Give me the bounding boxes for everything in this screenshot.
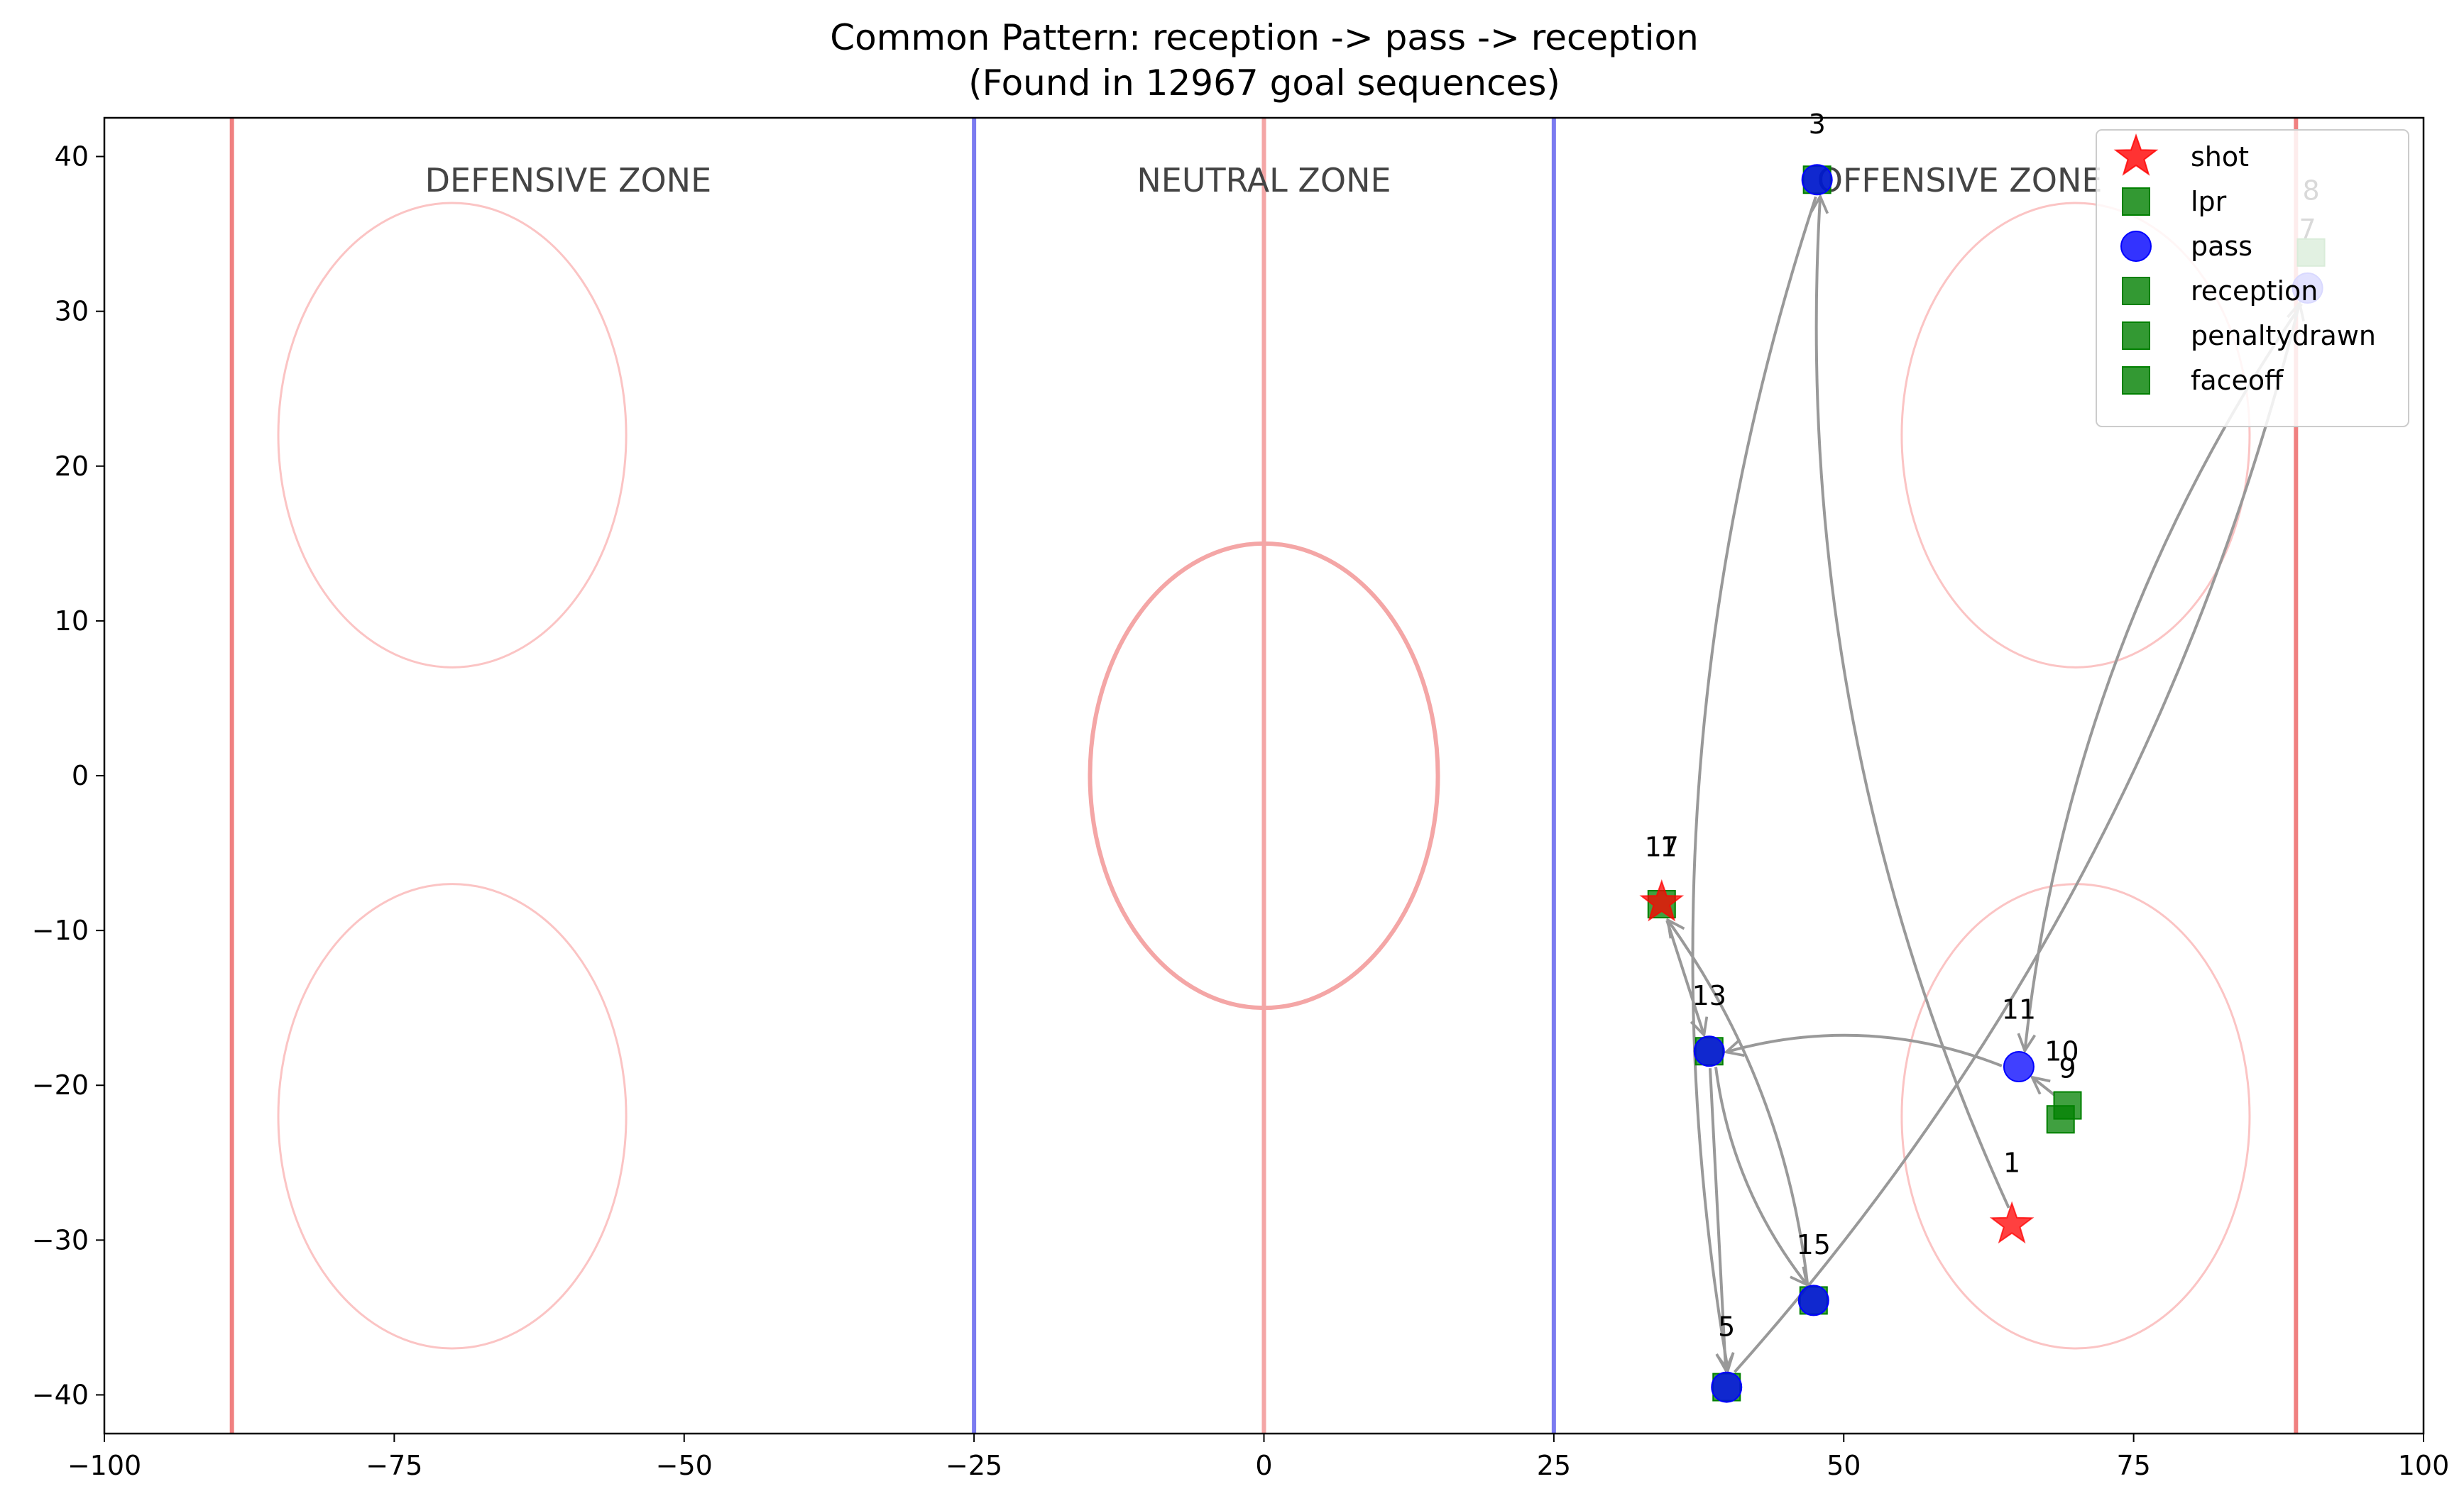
legend-box	[2096, 129, 2409, 427]
chart-title: Common Pattern: reception -> pass -> rec…	[830, 17, 1699, 58]
sequence-number-label: 1	[2003, 1147, 2020, 1178]
legend-label: faceoff	[2191, 365, 2284, 396]
center-circle	[1088, 541, 1440, 1011]
legend-label: penaltydrawn	[2191, 320, 2376, 351]
y-tick-label: 10	[55, 605, 89, 637]
legend-marker-penaltydrawn	[2122, 321, 2150, 350]
y-tick-label: −10	[32, 915, 89, 946]
event-point-shot	[1639, 879, 1685, 922]
faceoff-circle	[277, 883, 628, 1350]
event-point-shot	[1989, 1201, 2035, 1244]
legend-marker-faceoff	[2122, 366, 2150, 395]
sequence-number-label: 10	[2044, 1035, 2079, 1067]
x-tick-label: −50	[656, 1450, 713, 1481]
event-point-pass	[1801, 164, 1833, 196]
x-tick-label: 25	[1537, 1450, 1571, 1481]
y-tick-label: 20	[55, 451, 89, 482]
sequence-number-label: 15	[1797, 1229, 1831, 1260]
faceoff-circle	[1900, 202, 2251, 669]
sequence-number-label: 3	[1809, 109, 1826, 140]
legend-marker-reception	[2122, 277, 2150, 305]
zone-labels: DEFENSIVE ZONE NEUTRAL ZONE OFFENSIVE ZONE	[425, 161, 2103, 199]
x-tick-label: 50	[1827, 1450, 1861, 1481]
sequence-number-label: 17	[1645, 831, 1679, 862]
event-point-faceoff	[2046, 1105, 2075, 1134]
y-tick-label: −30	[32, 1224, 89, 1255]
legend-label: pass	[2191, 231, 2252, 262]
legend-marker-pass	[2120, 231, 2152, 262]
sequence-arrow	[1817, 197, 2010, 1209]
y-tick-label: −20	[32, 1070, 89, 1101]
x-tick-label: −75	[366, 1450, 422, 1481]
y-tick-label: 0	[72, 760, 89, 791]
sequence-arrow	[1691, 196, 1817, 1370]
event-point-pass	[2003, 1051, 2035, 1083]
legend-label: shot	[2191, 141, 2249, 172]
sequence-arrow	[1665, 920, 1704, 1035]
sequence-number-label: 11	[2002, 994, 2036, 1025]
y-tick-label: 40	[55, 141, 89, 172]
legend-label: lpr	[2191, 186, 2227, 217]
y-tick-label: −40	[32, 1379, 89, 1410]
legend-label: reception	[2191, 275, 2318, 307]
sequence-arrow	[2032, 1077, 2055, 1096]
sequence-number-label: 5	[1718, 1312, 1735, 1343]
sequence-arrow	[1668, 920, 1809, 1285]
x-tick-label: −100	[67, 1450, 141, 1481]
y-tick-label: 30	[55, 296, 89, 327]
sequence-arrow	[1734, 303, 2300, 1373]
sequence-arrow	[1726, 1033, 2003, 1067]
event-point-pass	[1797, 1285, 1829, 1316]
sequence-arrow	[1709, 1068, 1726, 1370]
chart-subtitle: (Found in 12967 goal sequences)	[968, 62, 1560, 104]
zone-label: OFFENSIVE ZONE	[1817, 161, 2103, 199]
legend-marker-shot	[2113, 133, 2159, 176]
faceoff-circle	[277, 202, 628, 669]
sequence-arrows	[1665, 196, 2301, 1373]
sequence-number-label: 9	[2059, 1052, 2076, 1084]
axis-ticks: −100 −75 −50 −25 0 25 50 75 100−40−30−20−1001020…	[32, 141, 2449, 1481]
rink-layer	[229, 118, 2299, 1434]
x-tick-label: 0	[1255, 1450, 1272, 1481]
zone-label: DEFENSIVE ZONE	[425, 161, 712, 199]
event-point-pass	[1711, 1371, 1743, 1403]
sequence-arrow	[1714, 1067, 1807, 1285]
event-point-pass	[1693, 1035, 1725, 1067]
legend-marker-lpr	[2122, 187, 2150, 216]
zone-label: NEUTRAL ZONE	[1137, 161, 1391, 199]
sequence-number-label: 13	[1692, 980, 1726, 1011]
x-tick-label: −25	[946, 1450, 1002, 1481]
x-tick-label: 100	[2398, 1450, 2450, 1481]
x-tick-label: 75	[2116, 1450, 2150, 1481]
sequence-number-label: 1	[1660, 831, 1677, 862]
legend: shot lpr pass reception penaltydrawn faceoff	[2096, 129, 2409, 427]
